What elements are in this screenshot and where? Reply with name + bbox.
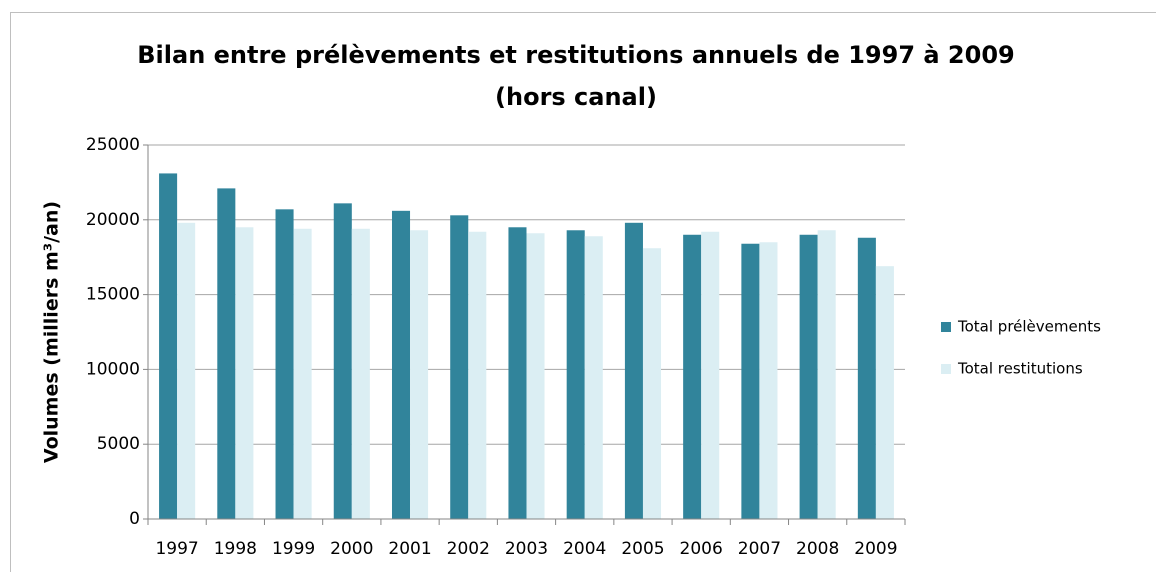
bar [177,222,196,520]
x-tick-label: 2001 [388,539,431,559]
bar [817,230,836,519]
bar [642,248,662,519]
bar [624,222,643,520]
bar [450,215,469,519]
chart-title: (hors canal) [495,83,657,111]
legend-swatch [941,322,951,332]
y-axis-label: Volumes (milliers m³/an) [41,201,63,463]
chart-border [10,12,1156,572]
bar [508,227,527,519]
x-tick-label: 2003 [505,539,548,559]
y-tick-label: 5000 [97,434,140,454]
y-tick-label: 15000 [86,285,140,305]
legend-label: Total prélèvements [957,318,1101,336]
bar [293,228,312,519]
y-tick-label: 10000 [86,359,140,379]
bar [391,210,411,519]
bar [701,231,720,519]
bar [759,242,778,520]
bar [468,231,487,519]
bar [351,228,370,519]
y-tick-label: 0 [129,509,140,529]
y-tick-label: 20000 [86,210,140,230]
bar [566,230,585,519]
bar [799,234,818,519]
x-tick-label: 2000 [330,539,373,559]
bar [159,173,178,519]
bar [526,233,545,519]
bar [683,234,702,519]
bar [235,227,254,519]
x-tick-label: 2007 [738,539,781,559]
bar [333,203,352,519]
bar [875,266,894,519]
x-tick-label: 1999 [272,539,315,559]
y-tick-label: 25000 [86,135,140,155]
x-tick-label: 2004 [563,539,606,559]
x-tick-label: 2005 [621,539,664,559]
legend-label: Total restitutions [957,360,1083,378]
legend-swatch [941,364,951,374]
bar [410,230,429,519]
chart-title: Bilan entre prélèvements et restitutions… [137,41,1014,69]
x-tick-label: 2002 [447,539,490,559]
x-tick-label: 1998 [214,539,257,559]
x-tick-label: 1997 [155,539,198,559]
x-tick-label: 2006 [680,539,723,559]
bar [275,209,294,519]
x-tick-label: 2008 [796,539,839,559]
x-tick-label: 2009 [854,539,897,559]
bar [217,188,236,519]
bar [584,236,603,520]
bar [741,243,760,519]
bar [857,237,876,519]
